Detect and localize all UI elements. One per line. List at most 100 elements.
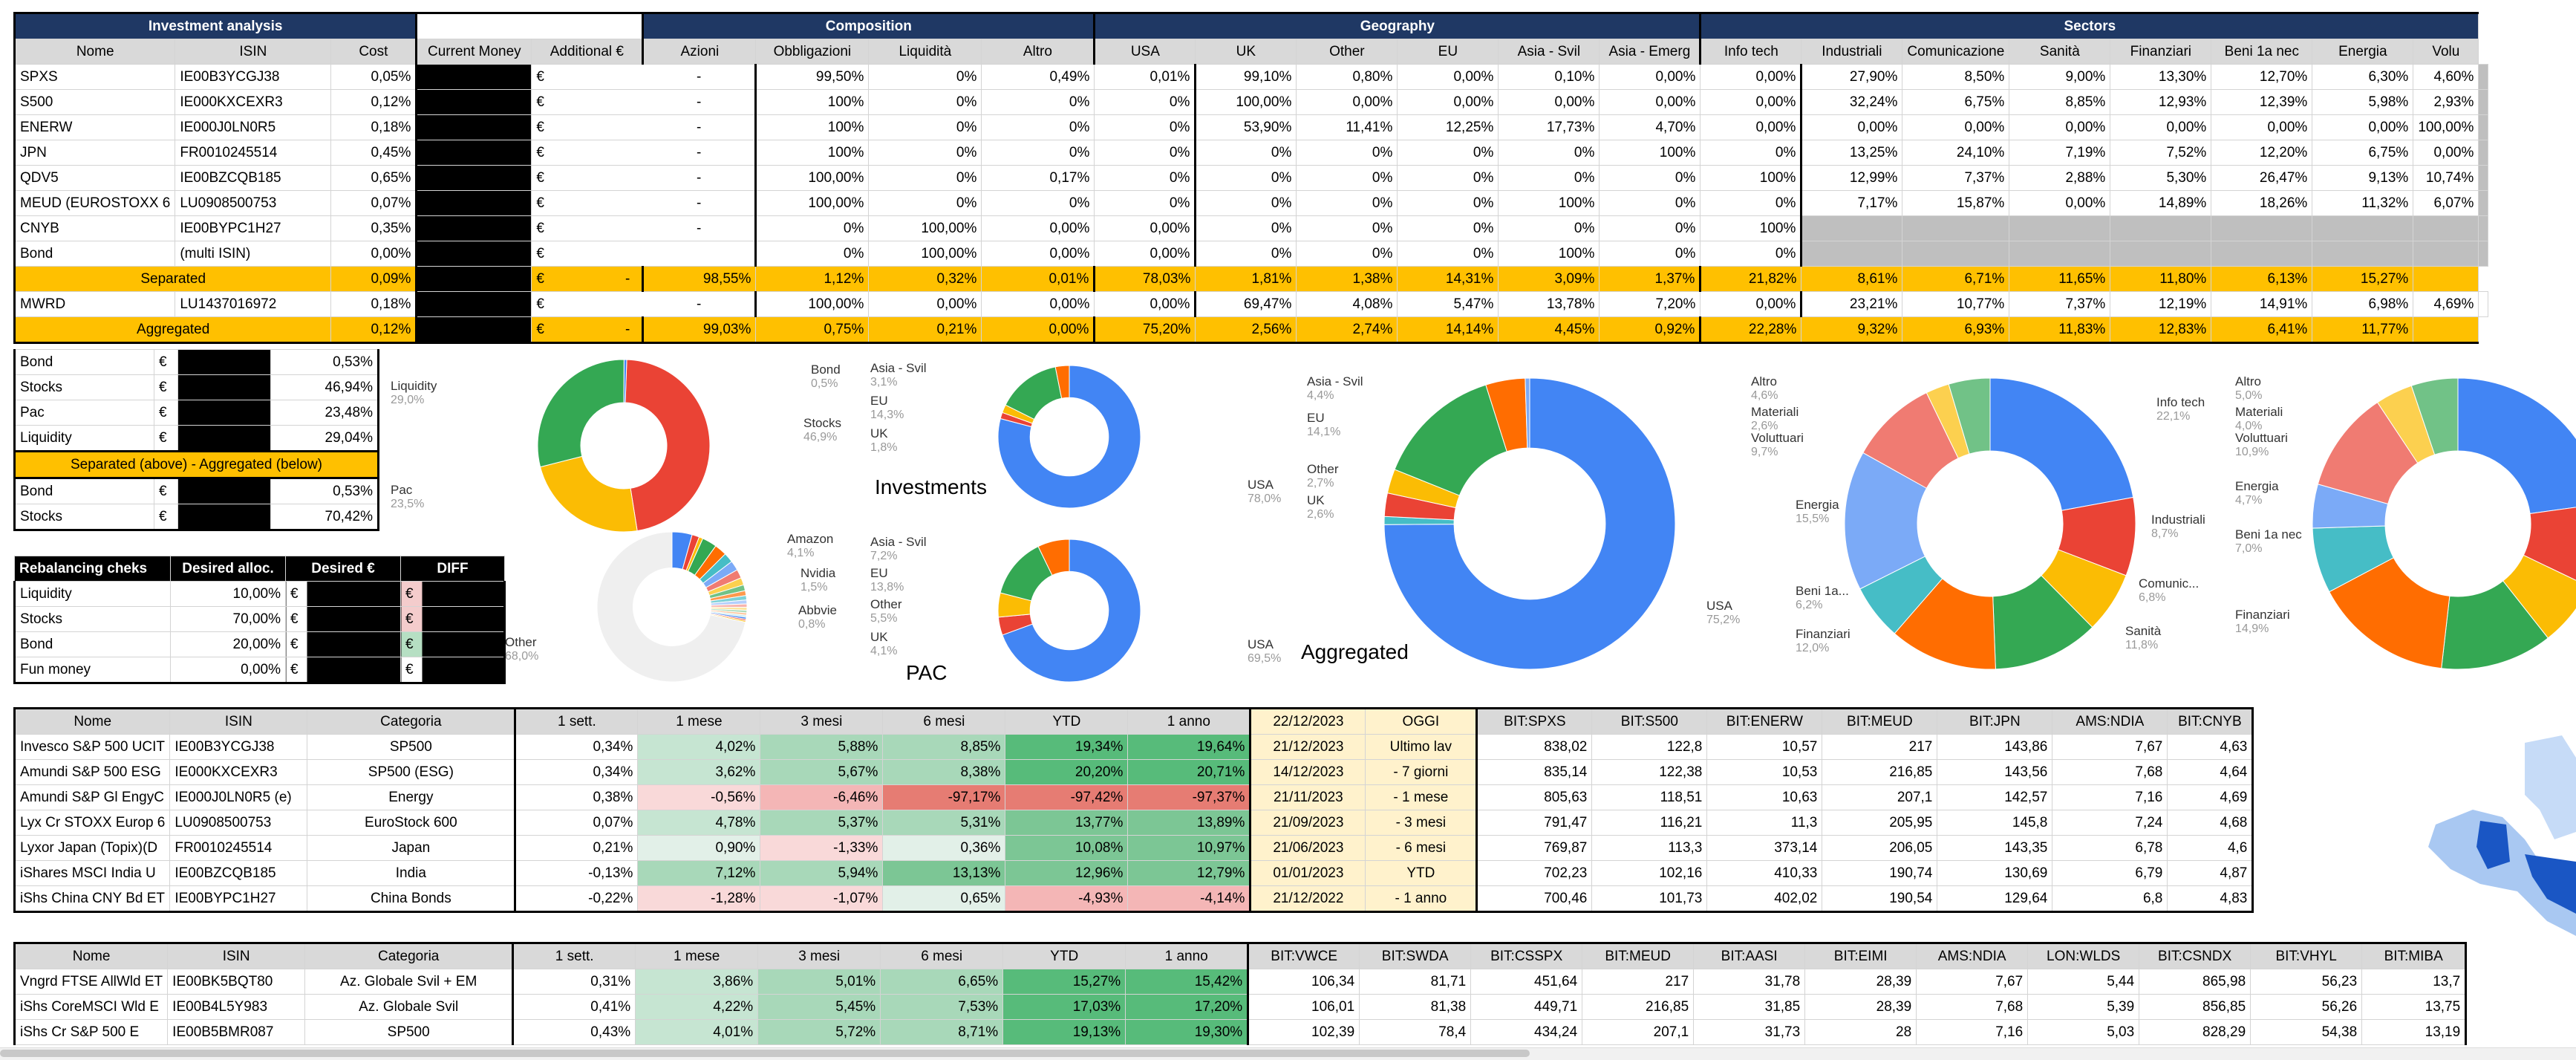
cell[interactable]: 116,21 xyxy=(1591,810,1708,836)
cell[interactable]: 8,85% xyxy=(882,734,1006,760)
cell[interactable]: 0,00% xyxy=(2009,114,2111,140)
cell[interactable]: 13,19 xyxy=(2361,1019,2468,1045)
cell[interactable]: 0% xyxy=(868,140,982,166)
cell[interactable]: 14,31% xyxy=(1397,266,1499,292)
donut-slice[interactable] xyxy=(1525,377,1530,449)
cell[interactable]: 0,75% xyxy=(755,316,870,344)
cell[interactable]: IE00B5BMR087 xyxy=(167,1019,306,1045)
cell[interactable]: 6,79 xyxy=(2052,860,2168,886)
column-header[interactable]: 1 anno xyxy=(1127,707,1251,735)
cell[interactable]: YTD xyxy=(1365,860,1478,886)
cell[interactable]: 7,16 xyxy=(2052,784,2168,810)
cell[interactable]: 0,00% xyxy=(1498,89,1600,115)
column-header[interactable]: BIT:MIBA xyxy=(2361,942,2468,969)
cell[interactable]: 0,10% xyxy=(1498,64,1600,90)
allocation-percent[interactable]: 29,04% xyxy=(270,425,379,452)
cell[interactable]: 12,96% xyxy=(1005,860,1129,886)
column-header[interactable]: OGGI xyxy=(1365,707,1478,735)
cell[interactable]: 700,46 xyxy=(1476,885,1593,913)
cell[interactable]: 0,18% xyxy=(330,291,417,317)
cell[interactable]: 7,17% xyxy=(1800,190,1903,216)
investments-donut-chart[interactable] xyxy=(995,362,1144,511)
desired-alloc[interactable]: 10,00% xyxy=(170,581,286,607)
rebalancing-label[interactable]: Liquidity xyxy=(13,581,171,607)
cell[interactable]: 15,27% xyxy=(2312,266,2414,292)
cell[interactable]: -1,28% xyxy=(637,885,761,913)
column-header[interactable]: BIT:SPXS xyxy=(1476,707,1593,735)
cell[interactable]: 11,77% xyxy=(2312,316,2414,344)
cell[interactable]: 145,8 xyxy=(1937,810,2053,836)
column-header[interactable]: BIT:MEUD xyxy=(1582,942,1695,969)
cell[interactable]: 6,75% xyxy=(2312,140,2414,166)
donut-slice[interactable] xyxy=(997,365,1141,509)
cell[interactable] xyxy=(2413,241,2479,267)
cell[interactable]: 835,14 xyxy=(1476,759,1593,785)
cell[interactable]: 6,65% xyxy=(880,969,1004,995)
donut-slice[interactable] xyxy=(625,359,711,532)
cell[interactable]: 702,23 xyxy=(1476,860,1593,886)
column-header[interactable]: YTD xyxy=(1005,707,1129,735)
cell[interactable]: 0,80% xyxy=(1296,64,1398,90)
cell[interactable]: -4,14% xyxy=(1127,885,1251,913)
cell[interactable]: € - xyxy=(531,266,644,292)
cell[interactable]: € - xyxy=(531,316,644,344)
cell[interactable]: 15,27% xyxy=(1002,969,1126,995)
cell[interactable]: 0,00% xyxy=(1902,114,2010,140)
donut-slice[interactable] xyxy=(1948,377,1991,455)
cell[interactable]: 0,00% xyxy=(981,291,1095,317)
cell[interactable]: 19,13% xyxy=(1002,1019,1126,1045)
cell[interactable]: 0,43% xyxy=(512,1019,636,1045)
cell[interactable]: 100,00% xyxy=(868,215,982,241)
diff-cell[interactable]: € xyxy=(400,581,506,607)
donut-slice[interactable] xyxy=(537,359,625,468)
cell[interactable]: 410,33 xyxy=(1706,860,1823,886)
cell[interactable]: IE000J0LN0R5 (e) xyxy=(169,784,308,810)
cell[interactable]: 838,02 xyxy=(1476,734,1593,760)
cell[interactable]: 0% xyxy=(1599,165,1701,191)
column-header[interactable]: BIT:CNYB xyxy=(2167,707,2254,735)
column-header[interactable]: Obbligazioni xyxy=(755,39,870,65)
cell[interactable]: 0,00% xyxy=(981,241,1095,267)
cell[interactable]: 190,74 xyxy=(1822,860,1938,886)
cell[interactable]: 12,79% xyxy=(1127,860,1251,886)
cell[interactable]: 4,69% xyxy=(2413,291,2479,317)
cell[interactable]: 122,38 xyxy=(1591,759,1708,785)
cell[interactable]: 130,69 xyxy=(1937,860,2053,886)
cell[interactable]: 0% xyxy=(868,89,982,115)
cell[interactable]: -97,37% xyxy=(1127,784,1251,810)
cell[interactable]: S500 xyxy=(13,89,176,115)
cell[interactable] xyxy=(2478,190,2489,216)
cell[interactable] xyxy=(2009,215,2111,241)
cell[interactable]: CNYB xyxy=(13,215,176,241)
cell[interactable]: 0% xyxy=(1498,140,1600,166)
diff-cell[interactable]: € xyxy=(400,631,506,657)
aggregated-donut-chart[interactable] xyxy=(1381,375,1678,672)
column-header[interactable]: LON:WLDS xyxy=(2027,942,2140,969)
cell[interactable]: 6,75% xyxy=(1902,89,2010,115)
cell[interactable]: 5,01% xyxy=(757,969,881,995)
cell[interactable]: 106,01 xyxy=(1247,994,1360,1020)
cell[interactable]: 0,31% xyxy=(512,969,636,995)
column-header[interactable]: AMS:NDIA xyxy=(2052,707,2168,735)
cell[interactable]: 28,39 xyxy=(1804,969,1917,995)
cell[interactable]: 100% xyxy=(754,140,870,166)
column-header[interactable]: Asia - Svil xyxy=(1498,39,1600,65)
cell[interactable]: 0,05% xyxy=(330,64,417,90)
cell[interactable]: Amundi S&P Gl EngyC xyxy=(13,784,171,810)
redacted-cell[interactable] xyxy=(415,165,532,191)
cell[interactable]: ENERW xyxy=(13,114,176,140)
cell[interactable]: 0,07% xyxy=(514,810,639,836)
cell[interactable]: 0% xyxy=(868,64,982,90)
cell[interactable]: 4,02% xyxy=(637,734,761,760)
cell[interactable]: 216,85 xyxy=(1822,759,1938,785)
diff-cell[interactable]: € xyxy=(400,606,506,632)
cell[interactable]: iShs CoreMSCI Wld E xyxy=(13,994,169,1020)
cell[interactable]: 5,03 xyxy=(2027,1019,2140,1045)
cell[interactable]: iShs Cr S&P 500 E xyxy=(13,1019,169,1045)
cell[interactable]: 5,45% xyxy=(757,994,881,1020)
cell[interactable]: - xyxy=(642,140,757,166)
cell[interactable]: 21/12/2022 xyxy=(1249,885,1366,913)
allocation-label[interactable]: Stocks xyxy=(13,504,154,531)
donut-slice[interactable] xyxy=(1383,377,1676,670)
cell[interactable]: 0,65% xyxy=(882,885,1006,913)
